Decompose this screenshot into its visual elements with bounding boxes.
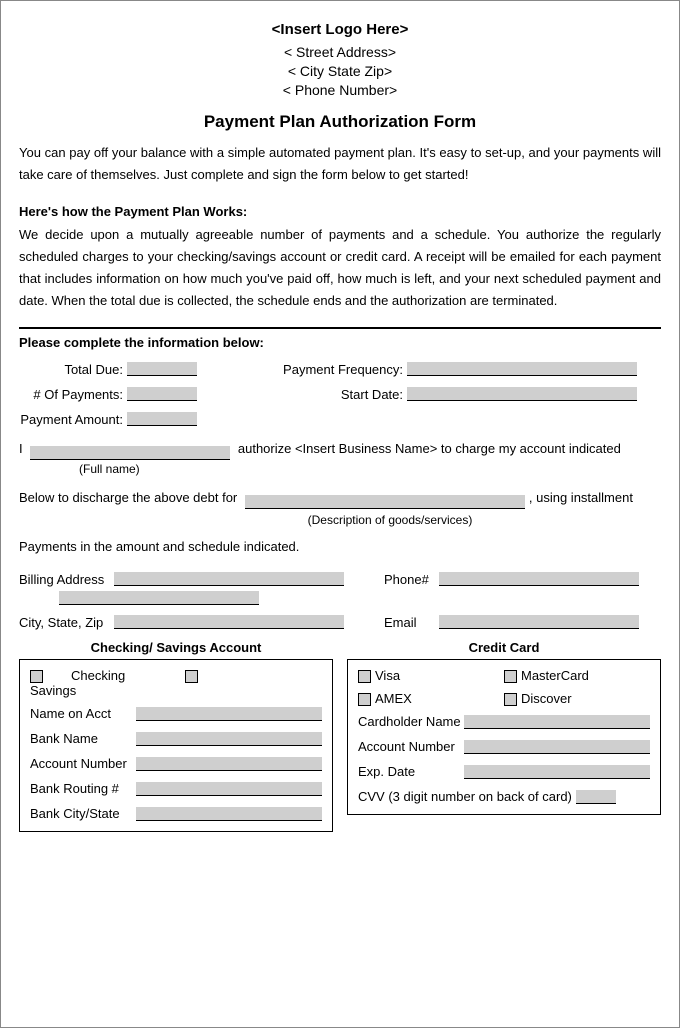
routing-label: Bank Routing #: [30, 781, 136, 796]
account-number-label: Account Number: [30, 756, 136, 771]
total-due-label: Total Due:: [19, 362, 127, 377]
payments-schedule-line: Payments in the amount and schedule indi…: [19, 539, 661, 554]
payment-amount-input[interactable]: [127, 412, 197, 426]
row-billing-phone: Billing Address Phone#: [19, 572, 661, 587]
street-address: < Street Address>: [19, 44, 661, 60]
visa-label: Visa: [375, 668, 400, 683]
logo-placeholder: <Insert Logo Here>: [19, 21, 661, 38]
row-numpay-start: # Of Payments: Start Date:: [19, 387, 661, 402]
cardholder-label: Cardholder Name: [358, 714, 464, 729]
phone-number: < Phone Number>: [19, 82, 661, 98]
city-state-zip-label: City, State, Zip: [19, 615, 114, 630]
city-state-zip: < City State Zip>: [19, 63, 661, 79]
i-prefix: I: [19, 441, 23, 456]
city-state-zip-input[interactable]: [114, 615, 344, 629]
cc-account-number-input[interactable]: [464, 740, 650, 754]
savings-label: Savings: [30, 683, 76, 698]
checking-box-title: Checking/ Savings Account: [19, 640, 333, 655]
authorize-mid: authorize <Insert Business Name> to char…: [238, 441, 621, 456]
amex-checkbox[interactable]: [358, 693, 371, 706]
cvv-label: CVV (3 digit number on back of card): [358, 789, 572, 804]
card-type-options: Visa MasterCard AMEX Discover: [358, 668, 650, 714]
payment-frequency-input[interactable]: [407, 362, 637, 376]
cardholder-input[interactable]: [464, 715, 650, 729]
discover-checkbox[interactable]: [504, 693, 517, 706]
billing-address-input[interactable]: [114, 572, 344, 586]
letterhead: <Insert Logo Here> < Street Address> < C…: [19, 21, 661, 132]
payment-frequency-label: Payment Frequency:: [267, 362, 407, 377]
billing-address-label: Billing Address: [19, 572, 114, 587]
exp-date-label: Exp. Date: [358, 764, 464, 779]
account-boxes: Checking/ Savings Account Checking Savin…: [19, 640, 661, 832]
complete-instruction: Please complete the information below:: [19, 335, 661, 350]
authorize-line-2: Below to discharge the above debt for , …: [19, 486, 661, 509]
email-input[interactable]: [439, 615, 639, 629]
discover-label: Discover: [521, 691, 572, 706]
checking-checkbox[interactable]: [30, 670, 43, 683]
num-payments-input[interactable]: [127, 387, 197, 401]
payment-amount-label: Payment Amount:: [19, 412, 127, 427]
cc-account-number-label: Account Number: [358, 739, 464, 754]
total-due-input[interactable]: [127, 362, 197, 376]
name-on-acct-label: Name on Acct: [30, 706, 136, 721]
num-payments-label: # Of Payments:: [19, 387, 127, 402]
mastercard-label: MasterCard: [521, 668, 589, 683]
credit-card-box: Visa MasterCard AMEX Discover Cardholder…: [347, 659, 661, 815]
visa-checkbox[interactable]: [358, 670, 371, 683]
mastercard-checkbox[interactable]: [504, 670, 517, 683]
start-date-label: Start Date:: [267, 387, 407, 402]
how-works-heading: Here's how the Payment Plan Works:: [19, 204, 661, 219]
form-page: <Insert Logo Here> < Street Address> < C…: [0, 0, 680, 1028]
full-name-caption: (Full name): [79, 462, 661, 476]
form-title: Payment Plan Authorization Form: [19, 112, 661, 132]
exp-date-input[interactable]: [464, 765, 650, 779]
description-input[interactable]: [245, 495, 525, 509]
routing-input[interactable]: [136, 782, 322, 796]
cvv-input[interactable]: [576, 790, 616, 804]
bank-city-input[interactable]: [136, 807, 322, 821]
account-type-options: Checking Savings: [30, 668, 322, 698]
intro-text: You can pay off your balance with a simp…: [19, 142, 661, 186]
row-billing-2: [19, 591, 661, 605]
bank-city-label: Bank City/State: [30, 806, 136, 821]
below-prefix: Below to discharge the above debt for: [19, 490, 237, 505]
divider: [19, 327, 661, 329]
how-works-body: We decide upon a mutually agreeable numb…: [19, 224, 661, 312]
phone-input[interactable]: [439, 572, 639, 586]
description-caption: (Description of goods/services): [119, 513, 661, 527]
authorize-line-1: I authorize <Insert Business Name> to ch…: [19, 437, 661, 460]
email-label: Email: [384, 615, 439, 630]
row-payment-amount: Payment Amount:: [19, 412, 661, 427]
savings-checkbox[interactable]: [185, 670, 198, 683]
bank-name-input[interactable]: [136, 732, 322, 746]
start-date-input[interactable]: [407, 387, 637, 401]
full-name-input[interactable]: [30, 446, 230, 460]
name-on-acct-input[interactable]: [136, 707, 322, 721]
amex-label: AMEX: [375, 691, 412, 706]
checking-savings-box: Checking Savings Name on Acct Bank Name …: [19, 659, 333, 832]
credit-card-box-title: Credit Card: [347, 640, 661, 655]
bank-name-label: Bank Name: [30, 731, 136, 746]
checking-label: Checking: [71, 668, 125, 683]
row-csz-email: City, State, Zip Email: [19, 615, 661, 630]
row-total-freq: Total Due: Payment Frequency:: [19, 362, 661, 377]
billing-address-input-2[interactable]: [59, 591, 259, 605]
account-number-input[interactable]: [136, 757, 322, 771]
below-suffix: , using installment: [529, 490, 633, 505]
phone-label: Phone#: [384, 572, 439, 587]
